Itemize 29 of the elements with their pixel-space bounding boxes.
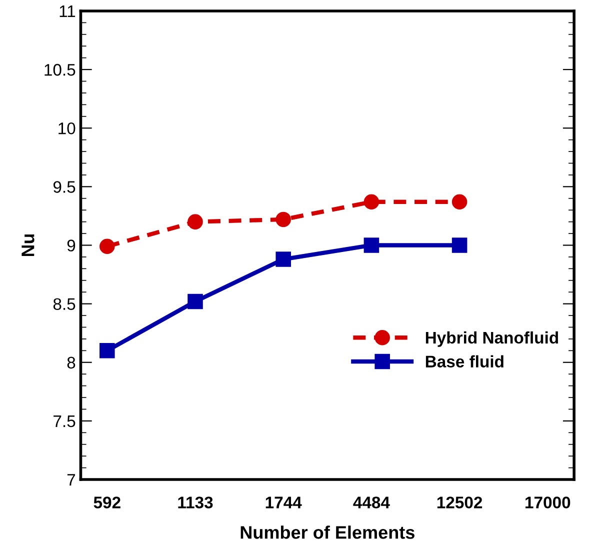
x-tick-label: 592 bbox=[94, 496, 120, 508]
x-tick-label: 4484 bbox=[353, 496, 390, 508]
y-tick-label: 8 bbox=[67, 356, 76, 369]
y-tick-label: 10 bbox=[58, 122, 76, 134]
y-tick-label: 8.5 bbox=[53, 298, 76, 310]
point bbox=[188, 214, 203, 230]
x-tick-label: 12502 bbox=[437, 496, 482, 508]
point bbox=[276, 212, 291, 228]
legend-label: Base fluid bbox=[426, 355, 504, 368]
point bbox=[452, 194, 468, 210]
point bbox=[100, 343, 115, 358]
y-tick-label: 11 bbox=[60, 6, 76, 17]
x-axis-title: Number of Elements bbox=[240, 526, 414, 539]
x-tick-label: 1133 bbox=[178, 496, 213, 508]
y-tick-label: 7 bbox=[67, 474, 76, 486]
point bbox=[276, 252, 291, 267]
point bbox=[364, 194, 380, 210]
y-tick-label: 10.5 bbox=[44, 64, 76, 76]
legend-label: Hybrid Nanofluid bbox=[426, 331, 558, 347]
y-tick-label: 9 bbox=[67, 240, 76, 252]
y-tick-label: 9.5 bbox=[53, 181, 76, 193]
point bbox=[188, 294, 203, 310]
point bbox=[364, 238, 380, 253]
y-axis-title: Nu bbox=[22, 234, 34, 256]
point bbox=[452, 238, 468, 253]
x-tick-label: 1744 bbox=[266, 496, 302, 508]
y-tick-label: 7.5 bbox=[54, 416, 76, 428]
point bbox=[100, 238, 115, 254]
x-tick-label: 17000 bbox=[526, 496, 570, 508]
